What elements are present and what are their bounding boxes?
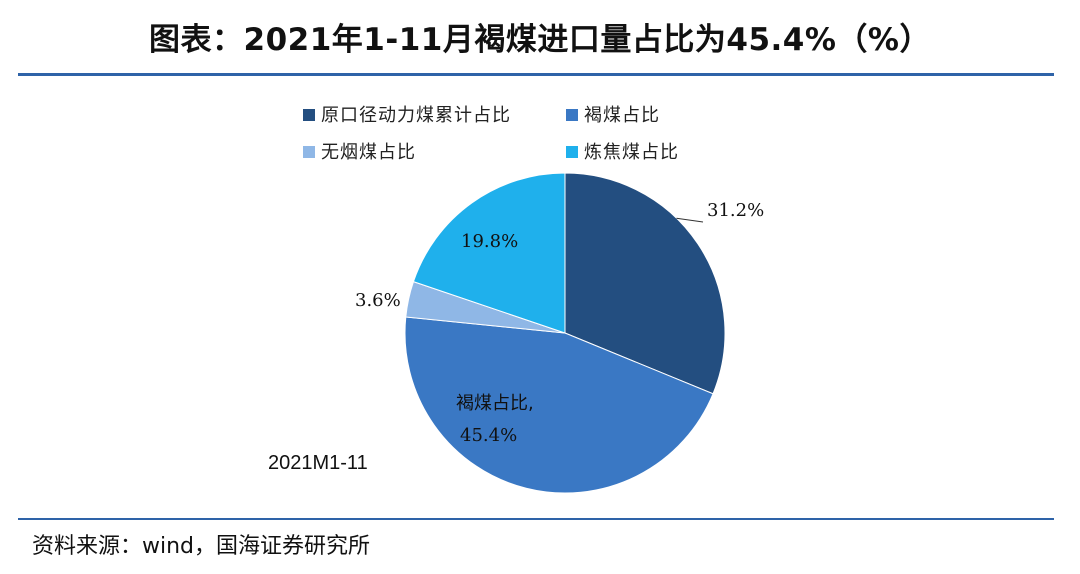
pie-slice-1: [564, 172, 726, 395]
period-label: 2021M1-11: [268, 452, 368, 474]
data-labels: 31.2% 褐煤占比, 45.4% 3.6% 19.8%: [355, 200, 764, 446]
leader-line: [676, 217, 704, 223]
pie-slice-2: [404, 316, 714, 494]
data-label-2-name: 褐煤占比,: [456, 393, 534, 414]
legend-swatch-4: [566, 146, 578, 158]
legend-label-3: 无烟煤占比: [321, 142, 416, 163]
legend-label-4: 炼焦煤占比: [584, 142, 679, 163]
legend-swatch-3: [303, 146, 315, 158]
legend-label-1: 原口径动力煤累计占比: [321, 105, 511, 126]
pie-slices: [404, 172, 726, 494]
data-label-3: 3.6%: [355, 290, 401, 311]
legend-label-2: 褐煤占比: [584, 105, 660, 126]
chart-title: 图表：2021年1-11月褐煤进口量占比为45.4%（%）: [149, 22, 931, 58]
top-divider: [18, 73, 1054, 76]
legend-swatch-2: [566, 109, 578, 121]
data-label-2: 45.4%: [460, 425, 517, 446]
data-label-1: 31.2%: [707, 200, 764, 221]
legend-swatch-1: [303, 109, 315, 121]
bottom-divider: [18, 518, 1054, 520]
source-note: 资料来源：wind，国海证券研究所: [32, 534, 371, 559]
data-label-4: 19.8%: [461, 231, 518, 252]
pie-slice-4: [412, 172, 566, 334]
